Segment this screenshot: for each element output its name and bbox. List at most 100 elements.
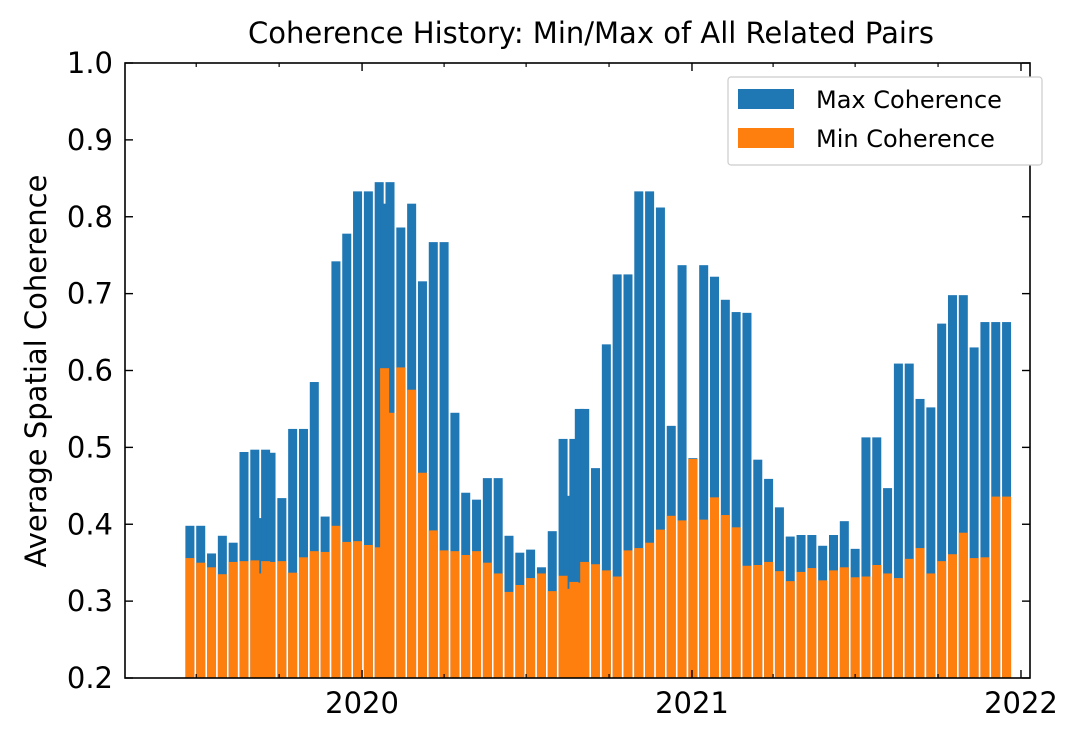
min-bar [428,530,438,678]
legend-label-min: Min Coherence [816,125,995,153]
min-bar [915,548,925,678]
min-bar [753,564,763,678]
min-bar [872,564,882,678]
min-bar [655,529,665,678]
min-bar [288,572,298,678]
min-bar [623,550,633,678]
min-bar [580,561,590,678]
y-tick-label: 0.7 [67,277,113,311]
min-bar [563,588,573,678]
legend-frame [727,76,1043,166]
x-tick-label: 2022 [984,686,1058,720]
min-bar [839,567,849,678]
min-bar [904,558,914,678]
max-bar [563,495,573,678]
min-bar [417,472,427,678]
max-bar [872,437,882,678]
min-bar [504,591,514,678]
max-bar [969,347,979,678]
min-bar [374,547,384,678]
min-bar [536,573,546,678]
max-bar [450,412,460,678]
x-tick-label: 2020 [325,686,399,720]
min-bar [196,562,206,678]
min-bar [482,562,492,678]
min-bar [677,520,687,678]
max-bar [439,242,449,678]
legend-swatch-max [738,89,794,109]
max-bar [677,265,687,678]
max-bar [623,274,633,678]
min-bar [207,567,217,678]
min-bar [601,570,611,679]
min-bar [250,560,260,678]
min-bar [239,561,249,678]
min-bar [217,574,227,678]
min-bar [515,584,525,678]
max-bar [731,312,741,678]
min-bar [309,551,319,678]
legend: Max Coherence Min Coherence [727,76,1043,166]
max-bar [612,274,622,678]
max-bar [288,428,298,678]
min-bar [493,573,503,678]
max-bar [893,363,903,678]
min-bar [1002,496,1012,678]
min-bar [893,578,903,678]
y-axis-label: Average Spatial Coherence [19,175,53,568]
y-tick-label: 0.2 [67,661,113,695]
min-bar [558,575,568,678]
min-bar [764,561,774,678]
min-bar [980,557,990,678]
min-bar [774,571,784,678]
y-tick-label: 0.3 [67,584,113,618]
min-bar [688,458,698,678]
y-tick-label: 0.5 [67,430,113,464]
min-bar [331,525,341,678]
min-bar [807,568,817,678]
max-bar [574,408,584,678]
max-bar [915,398,925,678]
max-bar [926,407,936,678]
min-bar [353,541,363,678]
min-bar [796,571,806,678]
min-bar [320,551,330,678]
max-bar [601,344,611,678]
y-tick-label: 1.0 [67,46,113,80]
max-bar [363,191,373,678]
min-bar [407,389,417,678]
min-bar [731,527,741,678]
max-bar [331,261,341,678]
min-bar [396,367,406,678]
max-bar [720,299,730,678]
min-bar [185,558,195,678]
min-bar [612,576,622,678]
max-bar [558,438,568,678]
min-bar [450,551,460,678]
min-bar [947,554,957,678]
min-bar [526,578,536,678]
max-bar [710,276,720,678]
max-bar [645,191,655,678]
min-bar [569,581,579,678]
min-bar [818,580,828,678]
min-bar [742,565,752,678]
chart-title: Coherence History: Min/Max of All Relate… [248,16,934,50]
max-bar [353,191,363,678]
min-bar [472,551,482,678]
legend-swatch-min [738,128,794,148]
y-tick-label: 0.4 [67,507,113,541]
max-bar [958,295,968,678]
max-bar [569,438,579,678]
axes-group: 0.2 0.3 0.4 0.5 0.6 0.7 0.8 0.9 1.0 2020 2021 2022 [67,46,1058,720]
max-bar [742,312,752,678]
min-bar [958,532,968,678]
min-bar [591,564,601,678]
max-bar [374,182,384,678]
min-bar [385,412,395,678]
min-bar [547,591,557,678]
max-bar [655,207,665,678]
min-bar [991,496,1001,678]
min-bar [439,550,449,678]
